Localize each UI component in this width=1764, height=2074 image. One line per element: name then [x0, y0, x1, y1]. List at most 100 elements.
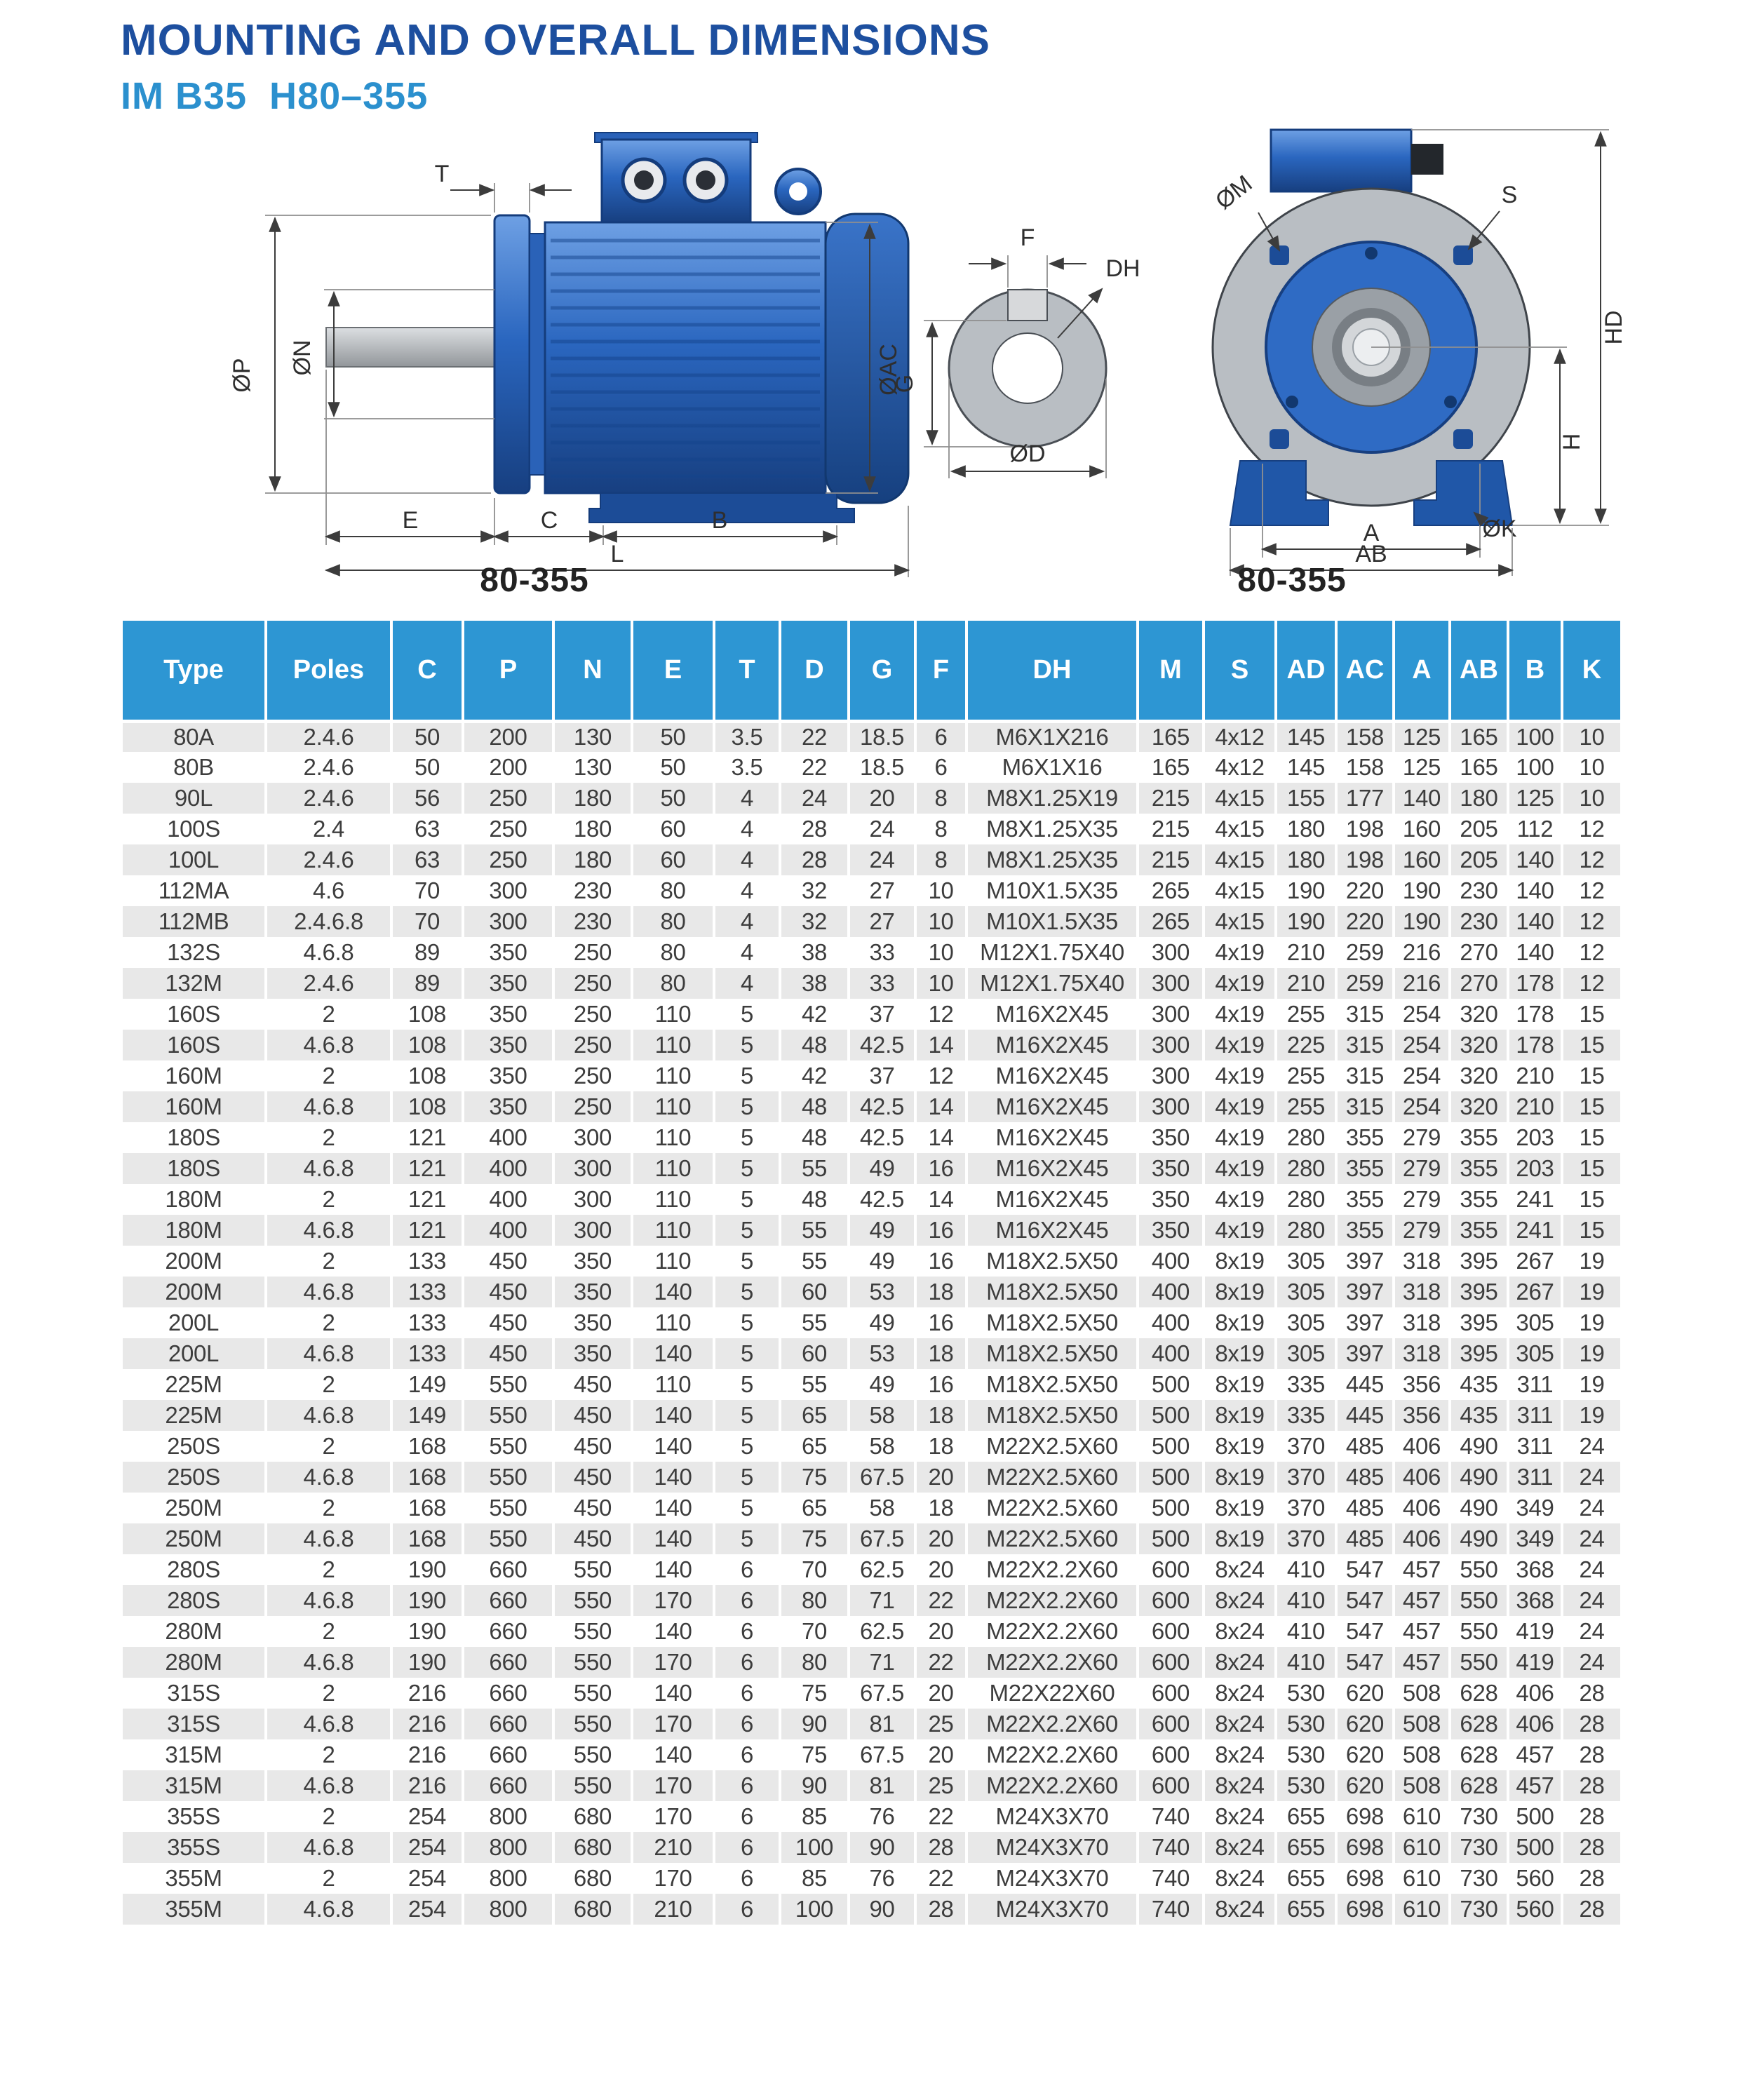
table-cell: 140 — [632, 1277, 715, 1307]
table-cell: 2 — [266, 1184, 393, 1215]
table-cell: 6 — [915, 752, 968, 783]
table-cell: 4 — [714, 875, 781, 906]
table-cell: 5 — [714, 1277, 781, 1307]
table-cell: 279 — [1394, 1122, 1451, 1153]
table-cell: 5 — [714, 1493, 781, 1523]
table-cell: 75 — [780, 1462, 850, 1493]
table-cell: M18X2.5X50 — [967, 1400, 1139, 1431]
column-header-m: M — [1138, 621, 1205, 723]
dim-label-dh: DH — [1105, 255, 1140, 282]
table-cell: M22X2.2X60 — [967, 1739, 1139, 1770]
table-cell: 55 — [780, 1369, 850, 1400]
table-cell: 110 — [632, 1060, 715, 1091]
table-cell: 680 — [553, 1832, 633, 1863]
table-cell: 28 — [1579, 1803, 1605, 1829]
table-cell: 200M — [123, 1277, 267, 1307]
table-cell: 250 — [553, 937, 633, 968]
dim-label-g: G — [891, 375, 918, 393]
table-cell: 165 — [1450, 721, 1509, 752]
table-row: 100S 2.4 63 250 180 60 4 28 24 8 M8X1.25X35 215 4x15… — [123, 814, 1620, 844]
table-cell: 4.6.8 — [266, 1462, 393, 1493]
table-cell: 190 — [1394, 906, 1451, 937]
table-cell: 550 — [463, 1431, 555, 1462]
table-cell: 355S — [123, 1801, 267, 1832]
side-view-diagram: T ØP ØN ØAC E C B L — [229, 132, 910, 577]
table-row: 132S 4.6.8 89 350 250 80 4 38 33 10 M12X1.75X40 300… — [123, 937, 1620, 968]
table-cell: 28 — [1579, 1680, 1605, 1706]
column-header-f: F — [915, 621, 968, 723]
table-cell: 140 — [1394, 783, 1451, 814]
table-cell: 305 — [1508, 1338, 1563, 1369]
table-cell: 19 — [1579, 1371, 1605, 1397]
table-cell: 180 — [1276, 814, 1338, 844]
table-cell: 22 — [915, 1801, 968, 1832]
table-cell: 660 — [463, 1647, 555, 1678]
table-cell: 600 — [1138, 1770, 1205, 1801]
table-cell: 165 — [1138, 752, 1205, 783]
table-cell: 216 — [1394, 968, 1451, 999]
table-cell: 300 — [1138, 1060, 1205, 1091]
table-cell: 215 — [1138, 814, 1205, 844]
table-cell: 2 — [266, 1493, 393, 1523]
table-cell: 110 — [632, 1122, 715, 1153]
table-cell: 67.5 — [849, 1678, 917, 1709]
table-cell: 200 — [463, 752, 555, 783]
table-cell: 65 — [780, 1431, 850, 1462]
table-cell: 38 — [780, 937, 850, 968]
table-cell: 300 — [463, 875, 555, 906]
table-cell: 355 — [1336, 1153, 1395, 1184]
table-cell: 406 — [1394, 1462, 1451, 1493]
table-cell: 355 — [1336, 1122, 1395, 1153]
table-cell: 5 — [714, 1153, 781, 1184]
table-cell: 155 — [1276, 783, 1338, 814]
table-cell: 370 — [1276, 1493, 1338, 1523]
table-row: 200M 4.6.8 133 450 350 140 5 60 53 18 M18X2.5X50 40… — [123, 1277, 1620, 1307]
table-cell: 76 — [849, 1863, 917, 1894]
table-cell: 6 — [714, 1863, 781, 1894]
table-cell: 4 — [714, 783, 781, 814]
table-cell: 49 — [849, 1369, 917, 1400]
motor-foot-left — [1229, 460, 1329, 526]
column-header-t: T — [714, 621, 781, 723]
table-cell: 254 — [1394, 1030, 1451, 1060]
table-cell: 18 — [915, 1400, 968, 1431]
column-header-ad: AD — [1276, 621, 1338, 723]
table-cell: 4.6 — [266, 875, 393, 906]
table-cell: 419 — [1508, 1647, 1563, 1678]
table-cell: 2 — [266, 1246, 393, 1277]
table-cell: 800 — [463, 1894, 555, 1925]
table-cell: 457 — [1394, 1585, 1451, 1616]
table-body: 80A 2.4.6 50 200 130 50 3.5 22 18.5 6 M6X1X216 165 4… — [123, 721, 1620, 1925]
table-cell: 8x19 — [1204, 1431, 1277, 1462]
table-cell: 70 — [391, 906, 464, 937]
table-cell: 67.5 — [849, 1739, 917, 1770]
table-cell: 241 — [1508, 1215, 1563, 1246]
table-cell: M18X2.5X50 — [967, 1369, 1139, 1400]
front-view-dimensions: ØM S HD H A ØK AB — [1211, 129, 1627, 577]
table-cell: 457 — [1394, 1616, 1451, 1647]
table-cell: 280 — [1276, 1215, 1338, 1246]
table-cell: 305 — [1276, 1246, 1338, 1277]
dim-label-d: ØD — [1010, 440, 1046, 467]
table-cell: 660 — [463, 1770, 555, 1801]
dim-label-f: F — [1021, 224, 1035, 251]
table-cell: 305 — [1276, 1307, 1338, 1338]
table-cell: 15 — [1579, 1093, 1605, 1119]
table-cell: 315M — [123, 1739, 267, 1770]
table-cell: 5 — [714, 1215, 781, 1246]
dim-label-a: A — [1364, 520, 1380, 546]
table-cell: 350 — [553, 1307, 633, 1338]
table-cell: 8x24 — [1204, 1709, 1277, 1739]
table-row: 100L 2.4.6 63 250 180 60 4 28 24 8 M8X1.25X35 215 4x… — [123, 844, 1620, 875]
table-cell: 740 — [1138, 1832, 1205, 1863]
table-cell: 628 — [1450, 1709, 1509, 1739]
table-cell: M16X2X45 — [967, 1060, 1139, 1091]
table-cell: 508 — [1394, 1709, 1451, 1739]
table-cell: 300 — [1138, 1091, 1205, 1122]
table-cell: 6 — [714, 1585, 781, 1616]
table-cell: 400 — [1138, 1246, 1205, 1277]
table-cell: 160M — [123, 1060, 267, 1091]
table-cell: 28 — [915, 1894, 968, 1925]
table-cell: 55 — [780, 1215, 850, 1246]
table-cell: 90L — [123, 783, 267, 814]
